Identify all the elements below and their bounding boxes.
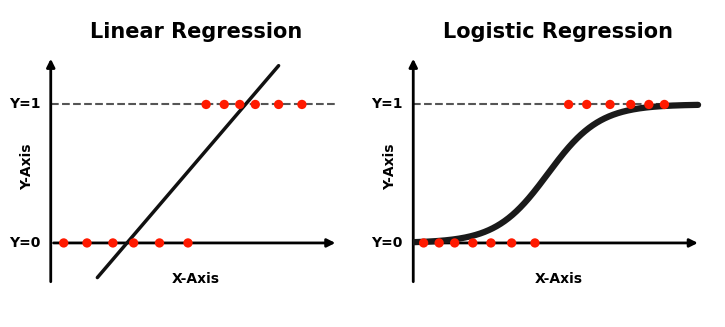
Point	[296, 102, 307, 107]
Point	[467, 240, 479, 246]
Text: Y=1: Y=1	[9, 97, 41, 112]
Point	[249, 102, 261, 107]
Text: Y-Axis: Y-Axis	[20, 144, 35, 190]
Point	[218, 102, 230, 107]
Point	[58, 240, 70, 246]
Text: Y=1: Y=1	[371, 97, 403, 112]
Point	[485, 240, 497, 246]
Point	[418, 240, 429, 246]
Text: X-Axis: X-Axis	[534, 272, 582, 286]
Point	[529, 240, 541, 246]
Point	[81, 240, 93, 246]
Point	[625, 102, 637, 107]
Title: Logistic Regression: Logistic Regression	[443, 22, 674, 42]
Point	[563, 102, 574, 107]
Point	[658, 102, 670, 107]
Text: X-Axis: X-Axis	[172, 272, 220, 286]
Point	[581, 102, 592, 107]
Point	[449, 240, 460, 246]
Text: Y-Axis: Y-Axis	[383, 144, 397, 190]
Point	[182, 240, 194, 246]
Point	[200, 102, 212, 107]
Point	[273, 102, 284, 107]
Point	[107, 240, 119, 246]
Point	[234, 102, 246, 107]
Title: Linear Regression: Linear Regression	[90, 22, 302, 42]
Text: Y=0: Y=0	[371, 236, 403, 250]
Point	[128, 240, 139, 246]
Point	[154, 240, 165, 246]
Point	[643, 102, 655, 107]
Point	[434, 240, 445, 246]
Point	[604, 102, 616, 107]
Text: Y=0: Y=0	[9, 236, 41, 250]
Point	[506, 240, 518, 246]
